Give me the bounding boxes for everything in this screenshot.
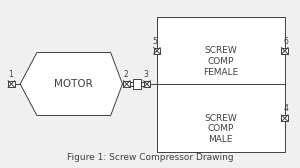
Text: COMP: COMP <box>208 57 234 66</box>
Text: 6: 6 <box>283 37 288 46</box>
Polygon shape <box>20 53 122 115</box>
Text: COMP: COMP <box>208 124 234 134</box>
Bar <box>157 17 285 152</box>
Bar <box>281 48 288 54</box>
Text: SCREW: SCREW <box>204 114 237 123</box>
Text: 1: 1 <box>8 70 13 79</box>
Text: MOTOR: MOTOR <box>54 79 93 89</box>
Bar <box>8 81 15 87</box>
Text: 3: 3 <box>143 70 148 79</box>
Bar <box>133 79 141 89</box>
Bar <box>154 48 160 54</box>
Text: Figure 1: Screw Compressor Drawing: Figure 1: Screw Compressor Drawing <box>67 153 233 162</box>
Text: SCREW: SCREW <box>204 46 237 55</box>
Text: 4: 4 <box>283 104 288 113</box>
Bar <box>144 81 150 87</box>
Text: 5: 5 <box>152 37 157 46</box>
Text: FEMALE: FEMALE <box>203 68 239 77</box>
Bar <box>281 115 288 121</box>
Text: MALE: MALE <box>208 135 233 144</box>
Text: 2: 2 <box>123 70 128 79</box>
Bar <box>123 81 130 87</box>
